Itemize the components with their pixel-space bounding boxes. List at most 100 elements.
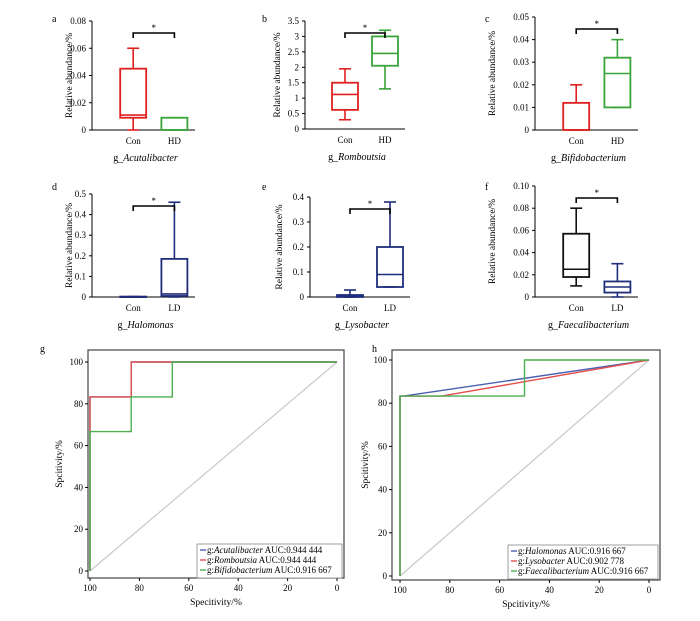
legend-entry: g:Romboutsia AUC:0.944 444 <box>207 555 317 565</box>
x-tick-label: 20 <box>283 583 293 593</box>
box-hd: HD <box>371 29 399 145</box>
genus-name: Acutalibacter <box>122 153 178 164</box>
y-tick-label: 1.5 <box>288 78 300 88</box>
y-tick-label: 1 <box>295 93 300 103</box>
x-axis-label: Specitivity/% <box>190 598 242 608</box>
y-tick-label: 0.4 <box>293 192 305 202</box>
y-tick-label: 0.5 <box>288 109 300 119</box>
y-tick-label: 40 <box>378 485 388 495</box>
genus-prefix: g_ <box>117 320 128 331</box>
x-tick-label: Con <box>342 303 358 313</box>
y-tick-label: 2 <box>295 62 300 72</box>
y-tick-label: 80 <box>378 398 388 408</box>
y-tick-label: 0.2 <box>75 251 86 261</box>
y-axis-label: Spcitivity/% <box>361 441 371 489</box>
x-tick-label: 0 <box>647 585 652 595</box>
legend-auc: AUC:0.944 444 <box>265 545 323 555</box>
y-tick-label: 60 <box>74 441 84 451</box>
y-axis-label: Relative abundance/% <box>65 203 75 288</box>
y-tick-label: 0.04 <box>513 35 529 45</box>
y-tick-label: 100 <box>374 355 388 365</box>
box-iqr <box>562 232 591 278</box>
genus-prefix: g_ <box>548 320 559 331</box>
plot-frame <box>391 349 661 581</box>
y-tick-label: 0 <box>295 124 300 134</box>
y-tick-label: 0.08 <box>70 16 86 26</box>
y-tick-label: 0.3 <box>75 230 87 240</box>
box-iqr <box>160 116 189 131</box>
y-tick-label: 0 <box>383 571 388 581</box>
genus-label: g_Romboutsia <box>328 152 386 163</box>
y-tick-label: 0.1 <box>293 267 304 277</box>
legend-auc: AUC:0.902 778 <box>567 556 625 566</box>
box-iqr <box>371 35 399 67</box>
significance-bracket <box>575 28 619 34</box>
y-tick-label: 0.04 <box>70 71 86 81</box>
legend-prefix: g: <box>207 545 214 555</box>
legend-genus: Acutalibacter <box>213 545 263 555</box>
legend-box <box>507 544 659 580</box>
box-hd: HD <box>603 38 632 146</box>
x-tick-label: LD <box>611 303 623 313</box>
y-tick-label: 3 <box>295 31 300 41</box>
box-iqr <box>562 101 591 131</box>
box-con: Con <box>119 47 148 146</box>
significance-star: * <box>363 23 368 33</box>
legend-auc: AUC:0.944 444 <box>259 555 317 565</box>
legend-auc: AUC:0.916 667 <box>591 566 649 576</box>
y-tick-label: 0 <box>82 125 87 135</box>
genus-label: g_Bifidobacterium <box>551 153 626 164</box>
legend-genus: Faecalibacterium <box>524 566 589 576</box>
y-tick-label: 0.1 <box>75 271 86 281</box>
y-tick-label: 0.08 <box>513 203 529 213</box>
significance-star: * <box>595 188 600 198</box>
x-tick-label: HD <box>379 135 392 145</box>
x-tick-label: 40 <box>545 585 555 595</box>
box-iqr <box>376 246 404 288</box>
reference-diagonal <box>89 361 338 572</box>
panel-label: g <box>40 344 45 355</box>
legend-genus: Halomonas <box>524 546 567 556</box>
box-ld: LD <box>376 201 404 313</box>
x-tick-label: Con <box>569 136 585 146</box>
y-tick-label: 0.10 <box>513 181 529 191</box>
y-tick-label: 0.05 <box>513 12 529 22</box>
reference-diagonal <box>399 359 650 577</box>
y-tick-label: 0.02 <box>513 270 529 280</box>
genus-prefix: g_ <box>551 153 562 164</box>
y-axis-label: Relative abundance/% <box>488 31 498 116</box>
panel-label: h <box>372 344 377 355</box>
genus-prefix: g_ <box>335 320 346 331</box>
roc-curve-faecalibacterium <box>399 359 649 576</box>
y-tick-label: 20 <box>378 528 388 538</box>
genus-name: Lysobacter <box>344 320 389 331</box>
y-tick-label: 0 <box>79 566 84 576</box>
y-tick-label: 0.4 <box>75 210 87 220</box>
y-tick-label: 0.5 <box>75 189 87 199</box>
significance-star: * <box>152 23 157 33</box>
legend-entry: g:Acutalibacter AUC:0.944 444 <box>207 545 323 555</box>
y-tick-label: 40 <box>74 482 84 492</box>
legend-entry: g:Halomonas AUC:0.916 667 <box>518 546 626 556</box>
genus-name: Faecalibacterium <box>557 320 629 331</box>
y-axis-label: Spcitivity/% <box>55 440 65 488</box>
legend: g:Halomonas AUC:0.916 667 g:Lysobacter AU… <box>507 544 659 580</box>
box-con: Con <box>562 207 591 313</box>
panel-label: c <box>485 14 490 25</box>
y-tick-label: 0.03 <box>513 57 529 67</box>
legend-genus: Bifidobacterium <box>214 565 273 575</box>
legend-auc: AUC:0.916 667 <box>568 546 626 556</box>
y-tick-label: 2.5 <box>288 47 300 57</box>
genus-name: Bifidobacterium <box>561 153 626 164</box>
x-tick-label: Con <box>126 136 142 146</box>
x-tick-label: Con <box>569 303 585 313</box>
legend-entry: g:Faecalibacterium AUC:0.916 667 <box>518 566 649 576</box>
legend-genus: Lysobacter <box>524 556 565 566</box>
x-tick-label: 80 <box>445 585 455 595</box>
genus-label: g_Faecalibacterium <box>548 320 629 331</box>
x-tick-label: HD <box>611 136 624 146</box>
legend-prefix: g: <box>518 566 525 576</box>
y-tick-label: 0.02 <box>513 80 529 90</box>
x-tick-label: 80 <box>135 583 145 593</box>
